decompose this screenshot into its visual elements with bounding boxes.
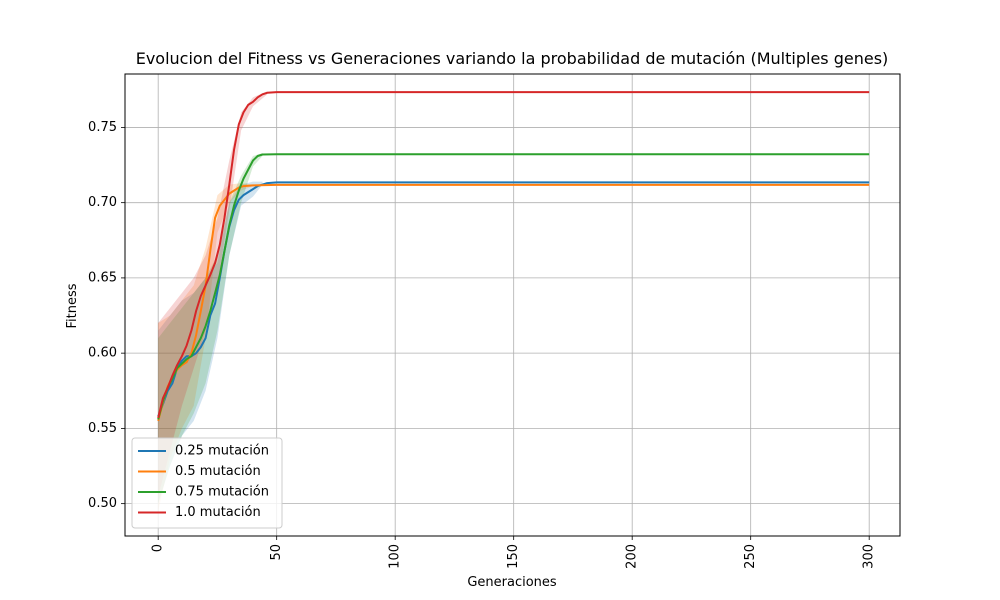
series-line-3 [157, 91, 870, 419]
series-lines [157, 91, 870, 422]
x-tick-label: 200 [625, 544, 640, 569]
legend-label: 0.5 mutación [175, 464, 261, 479]
y-tick-label: 0.75 [88, 120, 117, 135]
y-tick-label: 0.55 [88, 421, 117, 436]
y-tick-label: 0.50 [88, 496, 117, 511]
axis-ticks: 0 50 100 150 200 250 300 0.50 0.55 0.60 0.65 0.70 0.… [88, 120, 877, 569]
x-tick-label: 150 [506, 544, 521, 569]
legend-label: 0.75 mutación [175, 485, 269, 500]
y-axis-label: Fitness [65, 283, 80, 328]
plot-area-frame [124, 73, 901, 537]
x-tick-label: 50 [269, 544, 284, 561]
legend-label: 0.25 mutación [175, 444, 269, 459]
confidence-bands [158, 91, 268, 512]
y-tick-label: 0.60 [88, 346, 117, 361]
chart-title: Evolucion del Fitness vs Generaciones va… [136, 49, 889, 68]
series-band-2 [158, 153, 263, 504]
series-band-0 [158, 181, 263, 504]
legend: 0.25 mutación 0.5 mutación 0.75 mutación 1.… [131, 437, 283, 529]
y-tick-label: 0.65 [88, 270, 117, 285]
x-tick-label: 250 [743, 544, 758, 569]
x-tick-label: 100 [388, 544, 403, 569]
series-band-1 [158, 183, 253, 512]
legend-label: 1.0 mutación [175, 505, 261, 520]
series-line-2 [157, 153, 870, 420]
y-tick-label: 0.70 [88, 195, 117, 210]
legend-box [131, 437, 283, 529]
x-tick-label: 0 [151, 544, 166, 552]
x-tick-label: 300 [862, 544, 877, 569]
series-band-3 [158, 91, 268, 497]
x-axis-label: Generaciones [467, 575, 557, 590]
